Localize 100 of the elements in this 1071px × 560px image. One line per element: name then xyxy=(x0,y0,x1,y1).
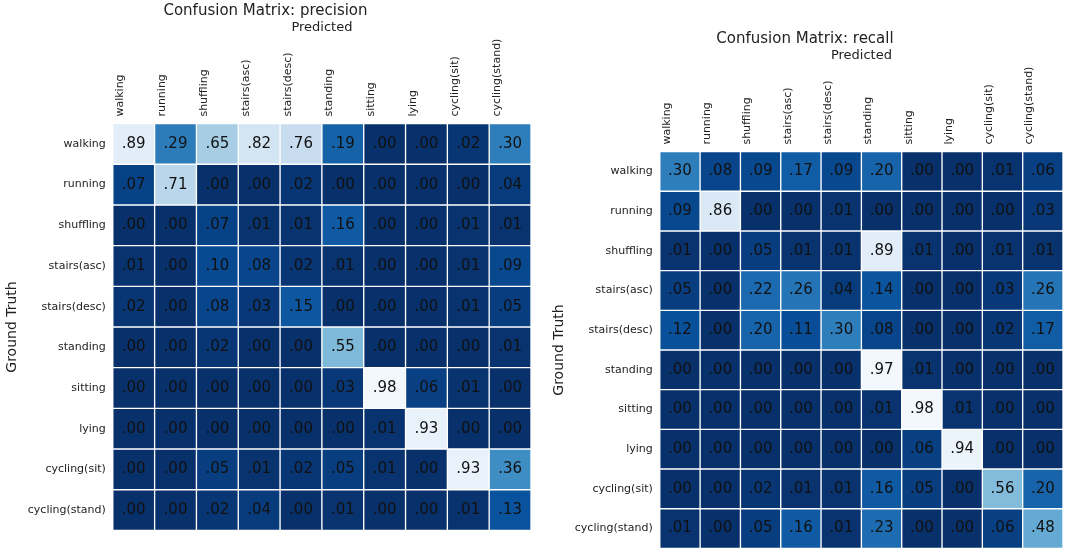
data-label: .00 xyxy=(456,174,481,193)
data-label: .05 xyxy=(909,478,934,497)
data-label: .00 xyxy=(498,418,523,437)
data-label: .00 xyxy=(909,201,934,220)
chart-title: Confusion Matrix: precision xyxy=(163,0,368,19)
data-label: .00 xyxy=(1030,359,1055,378)
data-label: .00 xyxy=(708,439,733,458)
data-label: .01 xyxy=(829,518,854,537)
data-label: .08 xyxy=(205,296,230,315)
y-tick-label: walking xyxy=(610,164,653,178)
x-tick-label: lying xyxy=(941,118,955,145)
data-label: .00 xyxy=(163,337,188,356)
data-label: .00 xyxy=(708,518,733,537)
data-label: .00 xyxy=(788,359,813,378)
data-label: .29 xyxy=(163,133,188,152)
data-label: .36 xyxy=(498,459,523,478)
data-label: .05 xyxy=(498,296,523,315)
data-label: .01 xyxy=(990,240,1015,259)
data-label: .00 xyxy=(456,418,481,437)
data-label: .05 xyxy=(205,459,230,478)
data-label: .30 xyxy=(498,133,523,152)
data-label: .00 xyxy=(414,459,439,478)
data-label: .00 xyxy=(372,255,397,274)
x-tick-label: running xyxy=(699,102,713,145)
data-label: .00 xyxy=(990,399,1015,418)
data-label: .00 xyxy=(247,174,272,193)
data-label: .08 xyxy=(708,161,733,180)
x-tick-label: standing xyxy=(861,96,875,145)
data-label: .03 xyxy=(247,296,272,315)
y-tick-label: cycling(stand) xyxy=(574,521,653,535)
data-label: .00 xyxy=(1030,439,1055,458)
data-label: .00 xyxy=(414,499,439,518)
data-label: .01 xyxy=(247,215,272,234)
data-label: .01 xyxy=(289,215,313,234)
data-label: .00 xyxy=(950,478,975,497)
data-label: .01 xyxy=(121,255,146,274)
x-axis-title: Predicted xyxy=(830,47,892,63)
data-label: .02 xyxy=(748,478,773,497)
x-tick-label: sitting xyxy=(364,82,378,117)
data-label: .07 xyxy=(121,174,146,193)
data-label: .00 xyxy=(788,201,813,220)
data-label: .00 xyxy=(990,439,1015,458)
data-label: .00 xyxy=(909,518,934,537)
data-label: .00 xyxy=(909,320,934,339)
data-label: .00 xyxy=(414,174,439,193)
y-tick-label: running xyxy=(610,203,653,217)
y-tick-label: sitting xyxy=(71,380,106,394)
data-label: .06 xyxy=(414,377,439,396)
y-axis-title: Ground Truth xyxy=(3,281,20,373)
y-tick-label: cycling(sit) xyxy=(592,481,653,495)
data-label: .01 xyxy=(456,499,481,518)
data-label: .93 xyxy=(414,418,439,437)
data-label: .03 xyxy=(330,377,355,396)
data-label: .01 xyxy=(498,215,523,234)
data-label: .00 xyxy=(668,478,692,497)
data-label: .00 xyxy=(121,337,146,356)
y-tick-label: standing xyxy=(58,340,106,354)
data-label: .00 xyxy=(708,240,733,259)
data-label: .00 xyxy=(950,161,975,180)
data-label: .00 xyxy=(372,499,397,518)
data-label: .00 xyxy=(909,161,934,180)
y-tick-label: lying xyxy=(79,421,106,435)
data-label: .76 xyxy=(289,133,313,152)
data-label: .55 xyxy=(330,337,355,356)
data-label: .00 xyxy=(950,201,975,220)
data-label: .20 xyxy=(748,320,773,339)
data-label: .00 xyxy=(829,399,854,418)
data-label: .02 xyxy=(456,133,481,152)
data-label: .00 xyxy=(372,215,397,234)
data-label: .22 xyxy=(748,280,773,299)
data-label: .00 xyxy=(708,399,733,418)
data-label: .06 xyxy=(909,439,934,458)
data-label: .01 xyxy=(247,459,272,478)
x-tick-label: cycling(sit) xyxy=(447,56,461,117)
data-label: .00 xyxy=(372,174,397,193)
x-tick-label: lying xyxy=(406,90,420,117)
data-label: .01 xyxy=(668,240,692,259)
data-label: .09 xyxy=(829,161,854,180)
data-label: .01 xyxy=(330,499,355,518)
data-label: .00 xyxy=(121,499,146,518)
data-label: .00 xyxy=(788,439,813,458)
data-label: .00 xyxy=(748,439,773,458)
data-label: .01 xyxy=(788,478,813,497)
data-label: .30 xyxy=(829,320,854,339)
x-tick-label: cycling(stand) xyxy=(1022,66,1036,145)
data-label: .02 xyxy=(289,255,313,274)
x-axis-title: Predicted xyxy=(291,19,353,35)
data-label: .00 xyxy=(247,377,272,396)
y-tick-label: stairs(asc) xyxy=(48,258,106,272)
x-tick-label: shuffling xyxy=(740,97,754,145)
data-label: .00 xyxy=(163,459,188,478)
data-label: .00 xyxy=(163,255,188,274)
data-label: .01 xyxy=(1030,240,1055,259)
data-label: .06 xyxy=(1030,161,1055,180)
data-label: .05 xyxy=(668,280,692,299)
data-label: .00 xyxy=(950,518,975,537)
data-label: .00 xyxy=(163,215,188,234)
y-tick-label: shuffling xyxy=(58,218,106,232)
x-tick-label: shuffling xyxy=(197,69,210,117)
data-label: .00 xyxy=(372,337,397,356)
